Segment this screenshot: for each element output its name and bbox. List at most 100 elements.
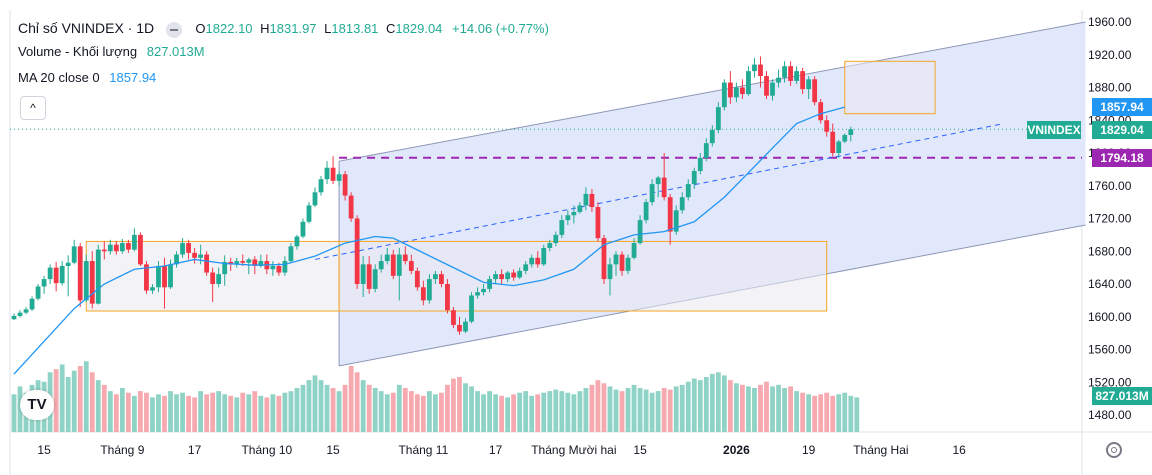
candle: [83, 254, 89, 303]
volume-bar: [59, 364, 65, 432]
candle-body: [776, 77, 781, 83]
volume-bar: [107, 391, 113, 432]
volume-bar: [854, 397, 860, 432]
candle-body: [505, 272, 511, 280]
candle: [144, 261, 149, 294]
collapse-legend-button[interactable]: ^: [20, 96, 46, 120]
candle: [35, 284, 41, 301]
candle-body: [517, 270, 523, 278]
candle-body: [619, 254, 625, 271]
volume-bar: [836, 394, 842, 432]
volume-bar: [691, 378, 697, 432]
candle-body: [77, 246, 83, 301]
candle-body: [721, 82, 727, 108]
volume-bar: [324, 384, 330, 432]
candle: [300, 218, 306, 239]
x-tick-label: Tháng Mười hai: [531, 443, 616, 457]
volume-bar: [848, 395, 854, 432]
volume-bar: [451, 378, 456, 432]
ma-label[interactable]: MA 20 close 0: [18, 70, 100, 85]
candle: [396, 247, 402, 301]
y-tick-label: 1680.00: [1088, 244, 1132, 258]
candle-body: [655, 177, 661, 185]
candle-body: [782, 66, 787, 78]
volume-bar: [119, 388, 125, 432]
candle: [734, 82, 739, 103]
candle-body: [390, 254, 396, 276]
candle: [481, 284, 486, 296]
volume-bar: [445, 384, 450, 432]
volume-bar: [734, 383, 739, 432]
candle-body: [342, 174, 348, 196]
x-tick-label: 15: [633, 443, 647, 457]
candle-body: [800, 71, 806, 90]
symbol-title[interactable]: Chỉ số VNINDEX · 1D: [18, 20, 155, 36]
candle: [125, 239, 131, 253]
y-tick-label: 1520.00: [1088, 375, 1132, 389]
candle-body: [535, 257, 541, 265]
volume-bar: [830, 395, 836, 432]
volume-label[interactable]: Volume - Khối lượng: [18, 44, 138, 59]
minus-icon[interactable]: [165, 21, 182, 38]
candle: [288, 243, 294, 263]
candle-body: [83, 261, 89, 301]
candle: [625, 254, 631, 275]
candle: [29, 296, 35, 312]
candle: [23, 306, 29, 315]
candle-body: [216, 274, 222, 284]
candle: [192, 247, 197, 264]
candle-body: [553, 234, 559, 244]
candle: [71, 239, 77, 265]
range-box-2: [844, 60, 936, 115]
gear-icon[interactable]: [1106, 442, 1122, 458]
volume-bar: [348, 366, 354, 432]
candle: [439, 270, 444, 288]
candle-body: [469, 295, 474, 322]
volume-bar: [541, 392, 547, 432]
volume-bar: [360, 380, 366, 432]
volume-bar: [89, 372, 95, 432]
volume-bar: [667, 389, 673, 432]
volume-bar: [162, 395, 167, 432]
candle-body: [607, 264, 613, 280]
volume-bar: [77, 366, 83, 432]
volume-bar: [95, 380, 101, 432]
candle-body: [47, 267, 53, 280]
candle: [95, 244, 101, 305]
volume-bar: [493, 394, 498, 432]
volume-price-label: 827.013M: [1092, 387, 1152, 405]
volume-bar: [463, 383, 468, 432]
volume-bar: [517, 392, 523, 432]
volume-bar: [83, 361, 89, 432]
volume-bar: [842, 392, 848, 432]
volume-bar: [794, 391, 799, 432]
candle-body: [414, 270, 420, 288]
candle-body: [89, 261, 95, 304]
candle: [330, 156, 336, 185]
candle-body: [583, 193, 589, 206]
y-tick-label: 1640.00: [1088, 277, 1132, 291]
volume-bar: [589, 384, 595, 432]
candle-body: [336, 174, 342, 181]
tradingview-logo[interactable]: TV: [20, 390, 54, 420]
candle: [41, 275, 47, 294]
volume-bar: [186, 395, 191, 432]
candle: [776, 69, 781, 88]
volume-bar: [752, 388, 757, 432]
candle: [318, 175, 324, 196]
candle-body: [565, 215, 571, 221]
candle: [667, 193, 673, 245]
candle: [727, 71, 733, 104]
candle: [583, 187, 589, 211]
candle: [559, 215, 565, 239]
candle-body: [366, 264, 372, 289]
channel-upper-line: [338, 21, 1086, 162]
level-price-label: 1794.18: [1092, 149, 1152, 167]
candle-body: [601, 238, 607, 280]
volume-bar: [764, 381, 769, 432]
volume-bar: [354, 372, 360, 432]
candle: [589, 189, 595, 212]
volume-bar: [812, 395, 818, 432]
